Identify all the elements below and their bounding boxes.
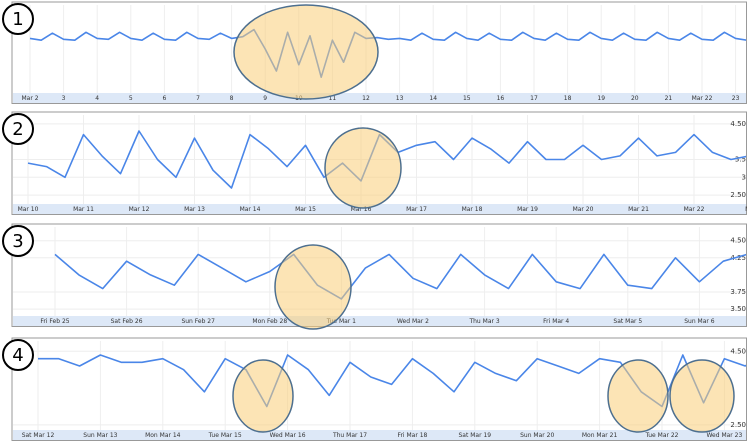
x-tick-label: Sun Feb 27	[181, 318, 215, 325]
x-tick-label: Sat Mar 19	[458, 432, 491, 439]
highlight	[274, 244, 352, 330]
x-tick-label: Tue Mar 15	[208, 432, 242, 439]
panel: Mar 23456789101112131415161718192021Mar …	[2, 1, 747, 104]
x-tick-label: Mar 16	[351, 206, 372, 213]
x-tick-label: Mar 21	[628, 206, 649, 213]
x-tick-label: Ma	[745, 206, 747, 213]
y-tick-label: 4.50	[730, 347, 746, 355]
x-tick-label: 4	[95, 95, 99, 102]
x-tick-label: Mar 20	[573, 206, 594, 213]
x-tick-label: 7	[196, 95, 200, 102]
x-axis-strip	[13, 204, 746, 214]
panel: Mar 10 Mar 11 Mar 12 Mar 13 Mar 14 Mar 15 Mar …	[2, 111, 747, 215]
panel-frame	[11, 223, 747, 327]
x-tick-label: 9	[263, 95, 267, 102]
x-tick-label: Tue Mar 22	[644, 432, 678, 439]
x-tick-label: 17	[530, 95, 538, 102]
x-tick-label: 16	[497, 95, 505, 102]
x-tick-label: 5	[129, 95, 133, 102]
x-tick-label: Fri Mar 18	[397, 432, 427, 439]
x-tick-label: Tue Mar 1	[326, 318, 356, 325]
x-tick-label: Sat Mar 12	[22, 432, 55, 439]
highlight	[607, 359, 669, 433]
y-tick-label: 4.25	[730, 254, 746, 262]
panel-badge	[2, 113, 34, 145]
x-tick-label: Mar 17	[406, 206, 427, 213]
y-tick-label: 2.50	[730, 191, 746, 199]
panel: Fri Feb 25 Sat Feb 26 Sun Feb 27 Mon Feb 28…	[2, 223, 747, 330]
y-tick-label: 3.75	[730, 288, 746, 296]
x-tick-label: Mar 13	[184, 206, 205, 213]
x-tick-label: Mar 12	[129, 206, 150, 213]
x-tick-label: Mar 14	[240, 206, 261, 213]
x-tick-label: Thu Mar 17	[332, 432, 367, 439]
x-axis-strip	[13, 93, 746, 103]
y-tick-label: 3.50	[730, 305, 746, 313]
x-tick-label: Thu Mar 3	[468, 318, 499, 325]
y-tick-label: 3	[742, 173, 746, 181]
x-tick-label: Wed Mar 16	[270, 432, 306, 439]
x-tick-label: 19	[597, 95, 605, 102]
y-tick-label: 2.50	[730, 421, 746, 429]
x-tick-label: 15	[463, 95, 471, 102]
x-tick-label: Mon Mar 21	[582, 432, 618, 439]
panel-badge	[2, 225, 34, 257]
highlight	[233, 4, 379, 100]
x-axis-strip	[13, 316, 746, 326]
highlight	[669, 359, 735, 433]
x-tick-label: Sun Mar 6	[684, 318, 715, 325]
panel: Sat Mar 12 Sun Mar 13 Mon Mar 14 Tue Mar 15…	[2, 337, 747, 441]
x-tick-label: Mar 10	[18, 206, 39, 213]
x-tick-label: Wed Mar 2	[397, 318, 429, 325]
highlight	[232, 359, 294, 433]
x-tick-label: Mon Mar 14	[145, 432, 181, 439]
panel-number: 1	[12, 9, 23, 30]
y-tick-label: 4.50	[730, 237, 746, 245]
x-tick-label: Fri Mar 4	[543, 318, 569, 325]
x-tick-label: Mar 22	[684, 206, 705, 213]
panel-badge	[2, 339, 34, 371]
x-tick-label: Sat Mar 5	[613, 318, 642, 325]
x-tick-label: Wed Mar 23	[706, 432, 742, 439]
x-tick-label: Mon Feb 28	[252, 318, 287, 325]
x-tick-label: 3	[62, 95, 66, 102]
x-tick-label: 11	[329, 95, 337, 102]
x-tick-label: 13	[396, 95, 404, 102]
series-line	[54, 253, 746, 300]
panel-number: 3	[12, 231, 23, 252]
x-tick-label: 18	[564, 95, 572, 102]
series-line	[29, 28, 746, 78]
panel-number: 4	[12, 345, 23, 366]
x-tick-label: Sat Feb 26	[111, 318, 143, 325]
x-tick-label: Mar 2	[21, 95, 38, 102]
panel-badge	[2, 3, 34, 35]
x-tick-label: 12	[362, 95, 370, 102]
panel-frame	[11, 1, 747, 104]
x-tick-label: Sun Mar 13	[83, 432, 117, 439]
series-line	[27, 130, 746, 189]
y-tick-label: 3.5	[735, 156, 746, 164]
x-tick-label: Mar 18	[462, 206, 483, 213]
x-tick-label: 6	[162, 95, 166, 102]
panel-number: 2	[12, 119, 23, 140]
x-tick-label: 21	[665, 95, 673, 102]
x-tick-label: Mar 11	[73, 206, 94, 213]
x-tick-label: Mar 15	[295, 206, 316, 213]
x-axis-strip	[13, 430, 746, 440]
x-tick-label: Mar 22	[692, 95, 713, 102]
x-tick-label: 14	[429, 95, 437, 102]
x-tick-label: Mar 19	[517, 206, 538, 213]
y-tick-label: 4.50	[730, 120, 746, 128]
highlight	[324, 127, 402, 209]
x-tick-label: Sun Mar 20	[520, 432, 554, 439]
x-tick-label: 20	[631, 95, 639, 102]
x-tick-label: 23	[732, 95, 740, 102]
x-tick-label: Fri Feb 25	[40, 318, 69, 325]
x-tick-label: 8	[230, 95, 234, 102]
